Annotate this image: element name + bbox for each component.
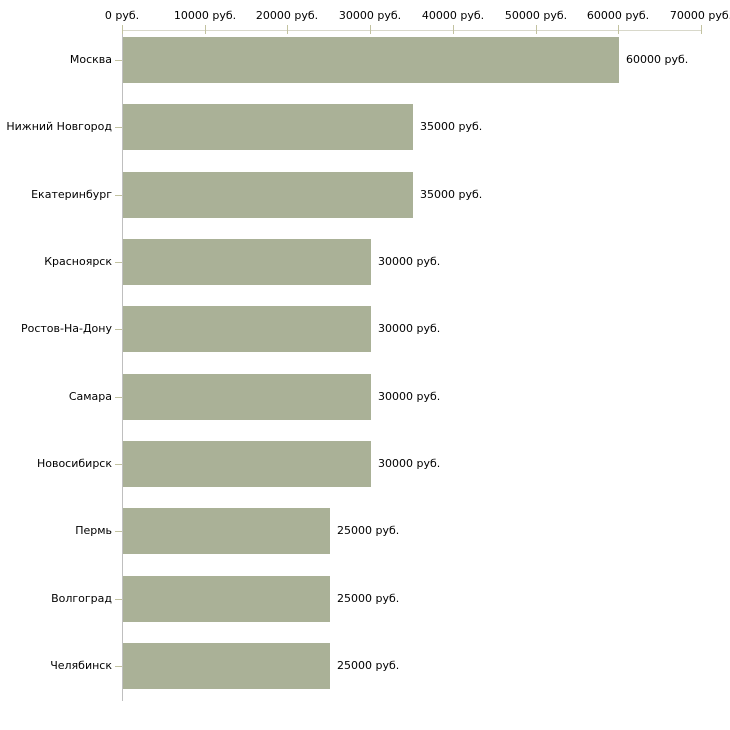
y-axis-tick	[115, 599, 122, 600]
x-axis-tick	[122, 25, 123, 34]
x-axis-tick	[205, 25, 206, 34]
category-label: Екатеринбург	[31, 188, 112, 201]
x-axis-tick	[618, 25, 619, 34]
bar	[123, 239, 371, 285]
value-label: 30000 руб.	[378, 390, 441, 403]
category-label: Челябинск	[50, 659, 112, 672]
value-label: 25000 руб.	[337, 659, 400, 672]
y-axis-line	[122, 30, 123, 701]
x-axis-tick	[287, 25, 288, 34]
y-axis-tick	[115, 60, 122, 61]
x-axis-line	[122, 30, 702, 31]
bar	[123, 576, 330, 622]
x-axis-tick	[453, 25, 454, 34]
bar	[123, 508, 330, 554]
x-axis-tick-label: 30000 руб.	[338, 9, 402, 22]
value-label: 30000 руб.	[378, 322, 441, 335]
category-label: Москва	[69, 53, 112, 66]
value-label: 30000 руб.	[378, 457, 441, 470]
y-axis-tick	[115, 464, 122, 465]
x-axis-tick	[701, 25, 702, 34]
bar	[123, 374, 371, 420]
x-axis-tick-label: 0 руб.	[104, 9, 140, 22]
bar	[123, 104, 413, 150]
y-axis-tick	[115, 262, 122, 263]
x-axis-tick-label: 50000 руб.	[504, 9, 568, 22]
y-axis-tick	[115, 397, 122, 398]
value-label: 35000 руб.	[420, 120, 483, 133]
bar	[123, 441, 371, 487]
bar	[123, 172, 413, 218]
y-axis-tick	[115, 127, 122, 128]
category-label: Нижний Новгород	[6, 120, 112, 133]
bar	[123, 37, 619, 83]
y-axis-tick	[115, 666, 122, 667]
bar	[123, 643, 330, 689]
category-label: Красноярск	[44, 255, 112, 268]
value-label: 25000 руб.	[337, 524, 400, 537]
value-label: 25000 руб.	[337, 592, 400, 605]
category-label: Волгоград	[51, 592, 112, 605]
y-axis-tick	[115, 195, 122, 196]
category-label: Самара	[68, 390, 112, 403]
x-axis-tick	[370, 25, 371, 34]
x-axis-tick-label: 40000 руб.	[421, 9, 485, 22]
category-label: Ростов-На-Дону	[20, 322, 112, 335]
x-axis-tick	[536, 25, 537, 34]
bar	[123, 306, 371, 352]
value-label: 60000 руб.	[626, 53, 689, 66]
x-axis-tick-label: 60000 руб.	[586, 9, 650, 22]
category-label: Новосибирск	[36, 457, 112, 470]
y-axis-tick	[115, 329, 122, 330]
x-axis-tick-label: 70000 руб.	[669, 9, 730, 22]
x-axis-tick-label: 20000 руб.	[255, 9, 319, 22]
category-label: Пермь	[75, 524, 112, 537]
value-label: 35000 руб.	[420, 188, 483, 201]
x-axis-tick-label: 10000 руб.	[173, 9, 237, 22]
y-axis-tick	[115, 531, 122, 532]
value-label: 30000 руб.	[378, 255, 441, 268]
